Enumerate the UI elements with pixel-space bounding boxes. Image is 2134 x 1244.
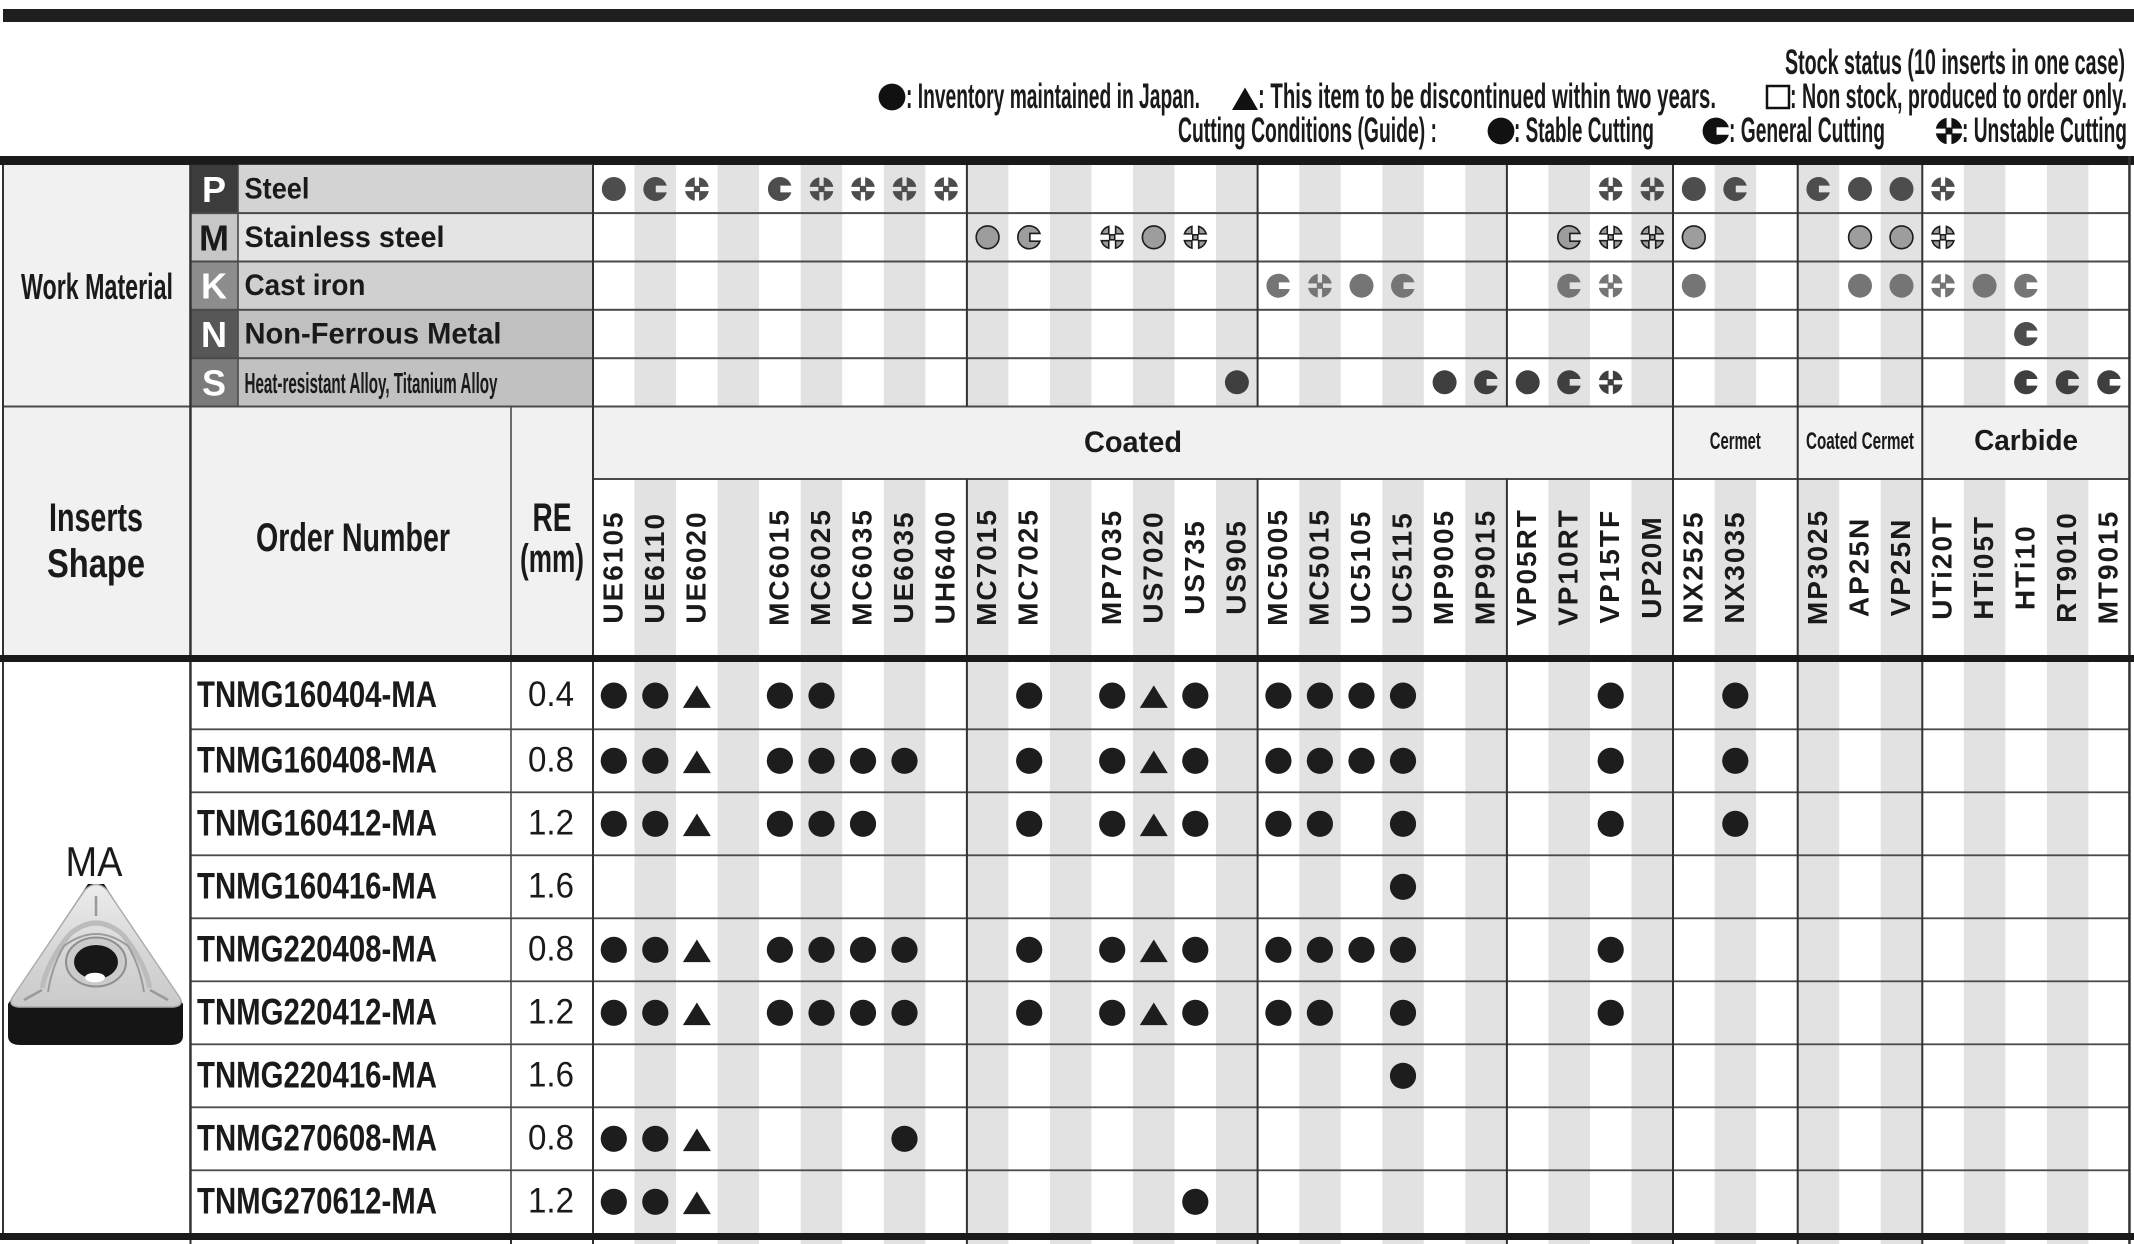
svg-text:Order Number: Order Number bbox=[256, 516, 450, 560]
svg-text:US7020: US7020 bbox=[1137, 510, 1168, 623]
svg-text:Non-Ferrous Metal: Non-Ferrous Metal bbox=[245, 318, 502, 351]
svg-text:1.2: 1.2 bbox=[528, 1181, 574, 1220]
svg-text:0.8: 0.8 bbox=[528, 1118, 574, 1157]
svg-text:MA: MA bbox=[66, 838, 123, 885]
svg-text:Cast iron: Cast iron bbox=[245, 269, 366, 302]
svg-text:Shape: Shape bbox=[47, 542, 145, 586]
svg-text:: Unstable Cutting: : Unstable Cutting bbox=[1962, 111, 2127, 150]
svg-text:HTi10: HTi10 bbox=[2010, 524, 2041, 610]
svg-text:UC5115: UC5115 bbox=[1387, 511, 1418, 624]
svg-text:VP15TF: VP15TF bbox=[1594, 509, 1625, 624]
svg-text:: Non stock, produced to order: : Non stock, produced to order only. bbox=[1790, 77, 2127, 116]
svg-text:TNMG220408-MA: TNMG220408-MA bbox=[197, 927, 437, 969]
svg-text:0.8: 0.8 bbox=[528, 740, 574, 779]
svg-text:: Stable Cutting: : Stable Cutting bbox=[1514, 111, 1654, 150]
svg-text:1.6: 1.6 bbox=[528, 1055, 574, 1094]
svg-text:RE: RE bbox=[533, 496, 572, 540]
svg-text:RT9010: RT9010 bbox=[2051, 511, 2082, 623]
svg-text:Cermet: Cermet bbox=[1710, 428, 1761, 455]
svg-text:Work Material: Work Material bbox=[21, 266, 173, 307]
svg-text:US735: US735 bbox=[1179, 519, 1210, 615]
svg-text:UTi20T: UTi20T bbox=[1927, 515, 1958, 620]
svg-text:VP05RT: VP05RT bbox=[1511, 508, 1542, 626]
svg-text:1.2: 1.2 bbox=[528, 992, 574, 1031]
svg-text:MP9005: MP9005 bbox=[1428, 509, 1459, 625]
svg-text:Steel: Steel bbox=[245, 173, 310, 206]
svg-text:VP10RT: VP10RT bbox=[1553, 508, 1584, 626]
svg-text:Stock status (10 inserts in on: Stock status (10 inserts in one case) bbox=[1785, 43, 2125, 82]
svg-text:TNMG270608-MA: TNMG270608-MA bbox=[197, 1116, 437, 1158]
svg-text:MC7025: MC7025 bbox=[1013, 508, 1044, 626]
svg-text:1.2: 1.2 bbox=[528, 803, 574, 842]
svg-text:TNMG220416-MA: TNMG220416-MA bbox=[197, 1053, 437, 1095]
svg-text:MP9015: MP9015 bbox=[1470, 509, 1501, 625]
svg-text:Stainless steel: Stainless steel bbox=[245, 221, 445, 254]
svg-text:MC6015: MC6015 bbox=[763, 508, 794, 626]
svg-text:AP25N: AP25N bbox=[1844, 517, 1875, 617]
svg-text:: General Cutting: : General Cutting bbox=[1729, 111, 1885, 150]
svg-text:S: S bbox=[202, 362, 226, 403]
svg-text:P: P bbox=[202, 169, 226, 210]
svg-text:0.4: 0.4 bbox=[528, 675, 574, 714]
svg-text:Cutting Conditions (Guide) :: Cutting Conditions (Guide) : bbox=[1178, 111, 1437, 150]
svg-text:UH6400: UH6400 bbox=[930, 510, 961, 625]
svg-text:VP25N: VP25N bbox=[1885, 518, 1916, 617]
svg-text:1.6: 1.6 bbox=[528, 866, 574, 905]
svg-text:N: N bbox=[201, 314, 227, 355]
svg-text:MT9015: MT9015 bbox=[2093, 510, 2124, 625]
svg-text:TNMG270612-MA: TNMG270612-MA bbox=[197, 1179, 437, 1221]
svg-text:MP7035: MP7035 bbox=[1096, 509, 1127, 625]
svg-text:TNMG160416-MA: TNMG160416-MA bbox=[197, 864, 437, 906]
svg-text:: Inventory maintained in Japa: : Inventory maintained in Japan. bbox=[906, 77, 1200, 116]
svg-text:UE6020: UE6020 bbox=[680, 510, 711, 623]
svg-text:TNMG160408-MA: TNMG160408-MA bbox=[197, 738, 437, 780]
svg-text:MC6035: MC6035 bbox=[847, 508, 878, 626]
svg-text:UE6105: UE6105 bbox=[597, 510, 628, 623]
svg-text:TNMG160404-MA: TNMG160404-MA bbox=[197, 673, 437, 715]
svg-text:NX3035: NX3035 bbox=[1719, 510, 1750, 623]
svg-text:UE6035: UE6035 bbox=[888, 510, 919, 623]
svg-text:: This item to be discontinued: : This item to be discontinued within tw… bbox=[1258, 77, 1716, 116]
svg-text:UE6110: UE6110 bbox=[639, 512, 670, 624]
svg-text:0.8: 0.8 bbox=[528, 929, 574, 968]
svg-text:Carbide: Carbide bbox=[1974, 425, 2078, 457]
svg-text:US905: US905 bbox=[1220, 519, 1251, 615]
svg-text:MC5015: MC5015 bbox=[1303, 508, 1334, 626]
svg-text:Coated Cermet: Coated Cermet bbox=[1806, 428, 1914, 455]
svg-text:MC7015: MC7015 bbox=[971, 508, 1002, 626]
svg-text:M: M bbox=[199, 217, 229, 258]
svg-text:MP3025: MP3025 bbox=[1802, 509, 1833, 625]
svg-text:MC5005: MC5005 bbox=[1262, 508, 1293, 626]
svg-text:MC6025: MC6025 bbox=[805, 508, 836, 626]
svg-text:UC5105: UC5105 bbox=[1345, 510, 1376, 625]
svg-text:Inserts: Inserts bbox=[49, 496, 143, 540]
svg-text:TNMG160412-MA: TNMG160412-MA bbox=[197, 801, 437, 843]
svg-text:TNMG220412-MA: TNMG220412-MA bbox=[197, 990, 437, 1032]
svg-text:Coated: Coated bbox=[1084, 426, 1182, 459]
svg-text:(mm): (mm) bbox=[520, 537, 584, 581]
svg-text:NX2525: NX2525 bbox=[1677, 510, 1708, 623]
svg-text:HTi05T: HTi05T bbox=[1968, 515, 1999, 620]
svg-text:K: K bbox=[201, 266, 227, 307]
svg-text:Heat-resistant Alloy, Titanium: Heat-resistant Alloy, Titanium Alloy bbox=[245, 368, 498, 400]
svg-text:UP20M: UP20M bbox=[1636, 515, 1667, 618]
